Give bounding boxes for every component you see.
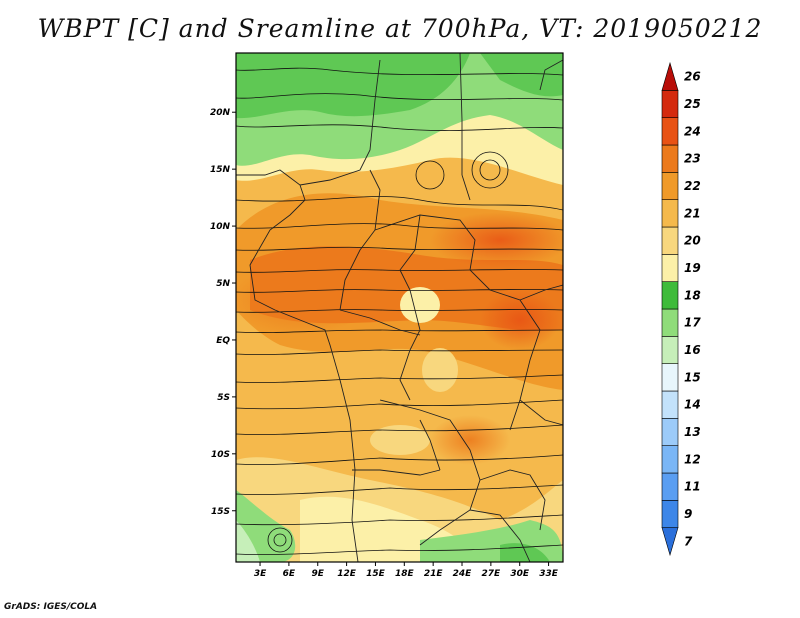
lon-tick-label: 24E [453,569,473,579]
colorbar-label: 7 [684,534,693,548]
colorbar-segment [661,144,679,173]
lon-tick-label: 3E [254,569,267,579]
colorbar-label: 14 [684,398,701,412]
colorbar-segment [661,472,679,501]
colorbar-label: 16 [684,343,701,357]
colorbar-segment [661,336,679,364]
lon-tick-label: 6E [283,569,296,579]
country-borders [236,53,563,562]
lat-tick-label: 5N [216,279,230,289]
colorbar-segment [661,500,679,528]
colorbar-segment [661,226,679,255]
colorbar-label: 9 [684,507,692,521]
colorbar-segment [661,527,679,557]
lat-tick-label: 10S [211,450,230,460]
colorbar-label: 15 [684,370,701,384]
colorbar-label: 17 [684,316,701,330]
colorbar-label: 12 [684,452,701,466]
colorbar-segment [661,172,679,200]
colorbar-label: 25 [684,97,701,111]
lat-tick-label: 15S [211,507,230,517]
lon-tick-label: 27E [482,569,502,579]
lat-tick-label: EQ [216,336,230,346]
colorbar-segment [661,90,679,118]
colorbar-label: 19 [684,261,701,275]
chart-title: WBPT [C] and Sreamline at 700hPa, VT: 20… [37,14,763,43]
map-frame [235,52,564,563]
lon-tick-label: 30E [510,569,530,579]
lat-tick-label: 20N [210,108,231,118]
colorbar-segment [661,117,679,146]
colorbar-segment [661,199,679,228]
colorbar-segment [661,445,679,474]
lat-tick-label: 10N [210,222,231,232]
longitude-axis: 3E 6E 9E 12E 15E 18E 21E 24E 27E 30E 33E [254,562,559,579]
lat-tick-label: 5S [217,393,230,403]
lat-tick-label: 15N [210,165,231,175]
colorbar-segment [661,61,679,91]
streamlines [236,67,563,555]
colorbar-label: 21 [684,206,701,220]
colorbar-label: 24 [684,124,701,138]
colorbar-segment [661,254,679,282]
colorbar-label: 26 [684,70,701,84]
colorbar-label: 22 [684,179,701,193]
lon-tick-label: 21E [424,569,444,579]
colorbar-segment [661,363,679,392]
lon-tick-label: 33E [539,569,559,579]
colorbar-label: 13 [684,425,701,439]
lon-tick-label: 15E [366,569,386,579]
colorbar-segment [661,418,679,446]
colorbar-segment [661,308,679,337]
colorbar-label: 20 [684,234,701,248]
lon-tick-label: 9E [312,569,325,579]
colorbar-segment [661,390,679,419]
colorbar-segment [661,281,679,310]
lon-tick-label: 12E [337,569,357,579]
colorbar-label: 23 [684,152,701,166]
colorbar-label: 11 [684,480,701,494]
colorbar-label: 18 [684,288,701,302]
colorbar: 7 9 11 12 13 14 15 16 17 18 19 20 21 22 23 24 25 26 [661,61,701,557]
grads-credit: GrADS: IGES/COLA [4,602,98,612]
wbpt-field [236,53,563,562]
latitude-axis: 20N 15N 10N 5N EQ 5S 10S 15S [210,108,236,517]
lon-tick-label: 18E [395,569,415,579]
